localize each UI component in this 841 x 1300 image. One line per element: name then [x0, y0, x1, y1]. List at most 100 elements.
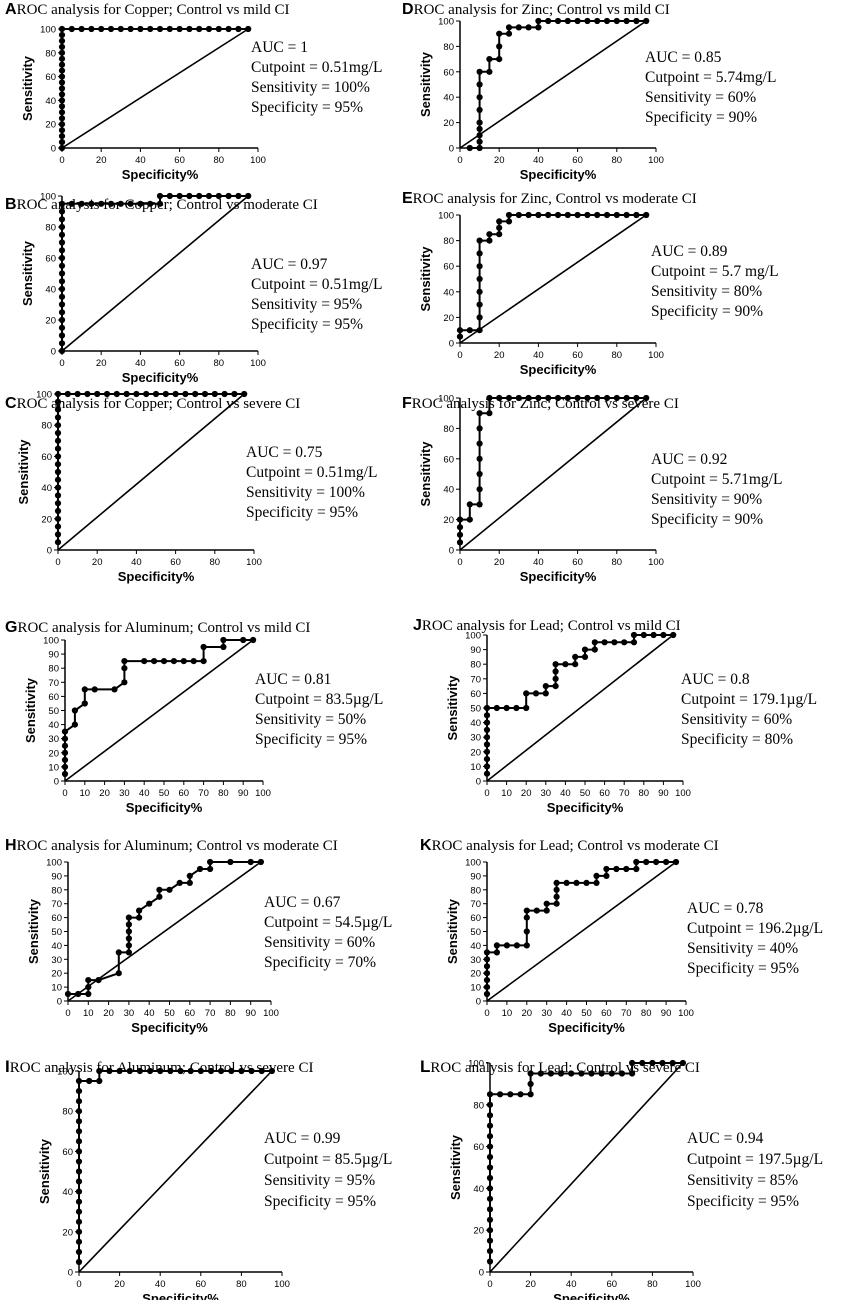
x-tick-label: 30 — [124, 1008, 135, 1019]
roc-point — [581, 653, 589, 661]
roc-point — [58, 55, 66, 62]
y-axis-label: Sensitivity — [20, 240, 35, 306]
roc-point — [143, 390, 150, 398]
roc-point — [476, 425, 483, 432]
panel-title-text: ROC analysis for Zinc; Control vs mild C… — [414, 2, 670, 18]
x-tick-label: 90 — [238, 788, 249, 799]
x-tick-label: 60 — [174, 155, 185, 166]
roc-point — [58, 293, 66, 300]
roc-point — [58, 316, 66, 324]
y-tick-label: 30 — [51, 955, 62, 966]
y-tick-label: 100 — [46, 858, 62, 869]
y-tick-label: 20 — [45, 316, 56, 327]
roc-point — [476, 250, 483, 257]
x-axis-label: Specificity% — [520, 167, 597, 182]
x-axis-label: Specificity% — [520, 362, 597, 377]
y-tick-label: 20 — [41, 514, 52, 525]
roc-point — [172, 390, 179, 398]
x-tick-label: 20 — [103, 1008, 114, 1019]
roc-point — [75, 1088, 83, 1095]
x-tick-label: 30 — [119, 788, 130, 799]
roc-point — [486, 1153, 494, 1161]
panel-title-text: ROC analysis for Copper; Control vs mild… — [17, 2, 290, 18]
roc-point — [669, 1059, 676, 1067]
stat-line: Cutpoint = 0.51mg/L — [251, 59, 382, 76]
y-tick-label: 70 — [51, 899, 62, 910]
roc-point — [147, 25, 154, 33]
roc-point — [476, 410, 483, 417]
stat-line: AUC = 0.8 — [681, 671, 750, 688]
roc-point — [574, 211, 581, 219]
roc-point — [58, 109, 66, 116]
roc-panel-k: 0 10 20 30 40 50 60 70 80 90 100 0 10 20 30 40 50 60 70 80 9… — [420, 837, 823, 1035]
x-tick-label: 60 — [572, 557, 583, 568]
roc-panel-e: 0 20 40 60 80 100 0 20 40 60 80 100 Specificity% Sens… — [402, 190, 779, 377]
x-axis-label: Specificity% — [126, 800, 203, 815]
roc-point — [630, 631, 638, 639]
y-tick-label: 80 — [473, 1100, 484, 1111]
x-tick-label: 0 — [457, 155, 462, 166]
y-tick-label: 40 — [470, 718, 481, 729]
roc-point — [476, 132, 483, 139]
stat-line: Cutpoint = 0.51mg/L — [251, 276, 382, 293]
roc-point — [75, 1077, 83, 1085]
roc-point — [123, 390, 130, 398]
x-tick-label: 30 — [541, 1008, 552, 1019]
y-tick-label: 60 — [62, 1147, 73, 1158]
roc-point — [591, 639, 598, 646]
roc-point — [525, 394, 532, 402]
y-tick-label: 0 — [47, 546, 52, 557]
panel-title-text: ROC analysis for Lead; Control vs severe… — [430, 1060, 700, 1076]
roc-point — [75, 1248, 83, 1255]
roc-point — [633, 17, 640, 25]
roc-point — [136, 914, 143, 921]
reference-line — [57, 393, 245, 551]
x-tick-label: 80 — [612, 350, 623, 361]
roc-point — [476, 501, 483, 508]
y-tick-label: 0 — [54, 777, 59, 788]
stat-line: Sensitivity = 40% — [687, 940, 798, 957]
roc-point — [623, 865, 630, 873]
stat-line: Cutpoint = 197.5µg/L — [687, 1151, 823, 1168]
stat-line: Specificity = 95% — [251, 316, 363, 333]
panel-title-text: ROC analysis for Lead; Control vs mild C… — [422, 618, 681, 634]
y-tick-label: 100 — [36, 390, 52, 401]
y-tick-label: 80 — [51, 885, 62, 896]
panel-title-text: ROC analysis for Copper; Control vs seve… — [17, 396, 301, 412]
y-tick-label: 60 — [443, 454, 454, 465]
roc-point — [75, 990, 82, 998]
stat-line: Sensitivity = 100% — [251, 79, 370, 96]
roc-point — [554, 17, 562, 25]
roc-point — [643, 211, 650, 219]
stat-line: Specificity = 90% — [645, 109, 757, 126]
roc-point — [523, 928, 530, 935]
stat-line: AUC = 0.97 — [251, 256, 328, 273]
roc-point — [54, 453, 62, 460]
roc-point — [192, 390, 199, 398]
roc-point — [54, 422, 62, 429]
roc-point — [545, 17, 552, 25]
roc-point — [258, 1067, 265, 1075]
roc-point — [456, 327, 464, 334]
roc-point — [483, 963, 491, 970]
roc-point — [562, 661, 569, 668]
x-tick-label: 40 — [155, 1279, 166, 1290]
x-tick-label: 0 — [76, 1279, 81, 1290]
y-tick-label: 80 — [41, 421, 52, 432]
roc-point — [476, 301, 483, 308]
stat-line: Specificity = 95% — [246, 504, 358, 521]
roc-point — [483, 763, 491, 770]
roc-curve-line — [61, 195, 249, 351]
y-tick-label: 0 — [476, 997, 481, 1008]
y-axis-label: Sensitivity — [418, 246, 433, 312]
roc-point — [95, 977, 102, 984]
y-tick-label: 0 — [449, 339, 454, 350]
roc-point — [496, 56, 503, 63]
roc-point — [187, 1067, 194, 1075]
roc-point — [483, 719, 491, 726]
roc-point — [527, 1080, 534, 1087]
roc-point — [486, 1216, 494, 1223]
roc-point — [207, 858, 214, 866]
roc-point — [603, 872, 610, 880]
y-tick-label: 0 — [51, 347, 56, 358]
